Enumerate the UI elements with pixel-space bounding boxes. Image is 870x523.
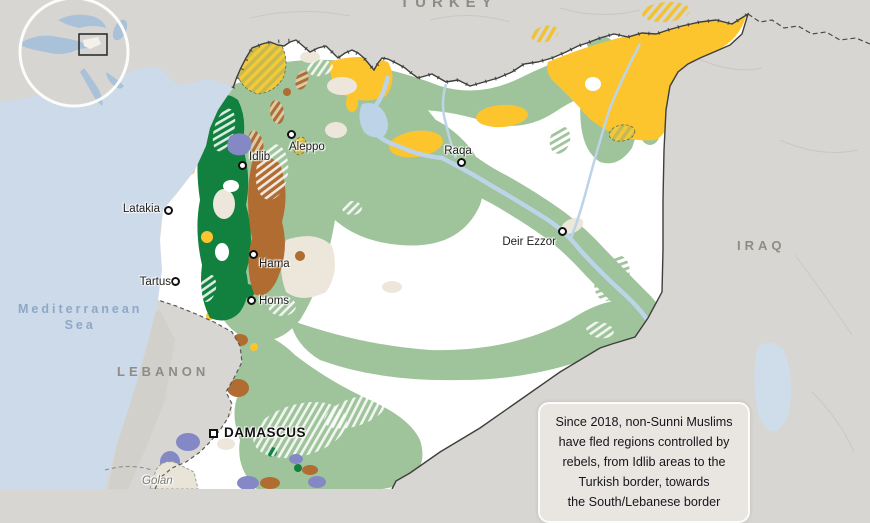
annotation-line: have fled regions controlled by bbox=[558, 434, 730, 449]
inset-syria-shape bbox=[83, 37, 101, 49]
city-label-deir-ezzor: Deir Ezzor bbox=[502, 236, 556, 248]
capital-marker-damascus bbox=[209, 429, 218, 438]
city-label-homs: Homs bbox=[259, 295, 290, 307]
city-marker-latakia bbox=[164, 206, 173, 215]
golan-strip bbox=[149, 461, 199, 489]
white-hatch-overlays bbox=[199, 59, 614, 459]
city-label-idlib: Idlib bbox=[249, 151, 271, 163]
city-label-latakia: Latakia bbox=[122, 203, 160, 215]
city-marker-deir-ezzor bbox=[558, 227, 567, 236]
city-label-hama: Hama bbox=[259, 258, 290, 270]
city-label-raqa: Raqa bbox=[444, 145, 472, 157]
mediterranean-sea bbox=[0, 66, 233, 489]
ethno-religious-regions bbox=[185, 16, 746, 489]
city-label-tartus: Tartus bbox=[139, 276, 171, 288]
annotation-line: Turkish border, towards bbox=[578, 474, 710, 489]
iraq-lake bbox=[754, 342, 792, 432]
city-marker-homs bbox=[247, 296, 256, 305]
city-marker-hama bbox=[249, 250, 258, 259]
annotation-box: Since 2018, non-Sunni Muslims have fled … bbox=[538, 402, 750, 523]
city-marker-tartus bbox=[171, 277, 180, 286]
sea-label: Mediterranean Sea bbox=[18, 301, 142, 334]
country-label-iraq: IRAQ bbox=[737, 238, 786, 253]
city-marker-raqa bbox=[457, 158, 466, 167]
inset-seas bbox=[22, 14, 128, 106]
capital-label-damascus: DAMASCUS bbox=[224, 425, 307, 440]
city-marker-aleppo bbox=[287, 130, 296, 139]
sea-label-line2: Sea bbox=[64, 318, 96, 333]
rivers bbox=[359, 43, 661, 349]
coastal-inner-patches bbox=[201, 180, 239, 261]
annotation-line: the South/Lebanese border bbox=[567, 494, 721, 509]
inset-ring bbox=[18, 0, 130, 108]
country-label-lebanon: LEBANON bbox=[117, 364, 210, 379]
country-label-turkey: TURKEY bbox=[400, 0, 498, 11]
annotation-line: Since 2018, non-Sunni Muslims bbox=[555, 415, 733, 429]
inset-highlight-box bbox=[78, 33, 108, 56]
brown-hatched-regions bbox=[248, 70, 309, 156]
city-label-aleppo: Aleppo bbox=[289, 141, 325, 153]
locator-inset bbox=[18, 0, 130, 108]
purple-regions bbox=[227, 133, 326, 489]
annotation-line: rebels, from Idlib areas to the bbox=[562, 454, 726, 469]
lebanon-mountains-shade bbox=[108, 310, 175, 489]
syria-map-svg bbox=[0, 0, 870, 489]
region-label-golan: Golan bbox=[142, 475, 173, 487]
city-marker-idlib bbox=[238, 161, 247, 170]
sea-label-line1: Mediterranean bbox=[18, 302, 143, 316]
